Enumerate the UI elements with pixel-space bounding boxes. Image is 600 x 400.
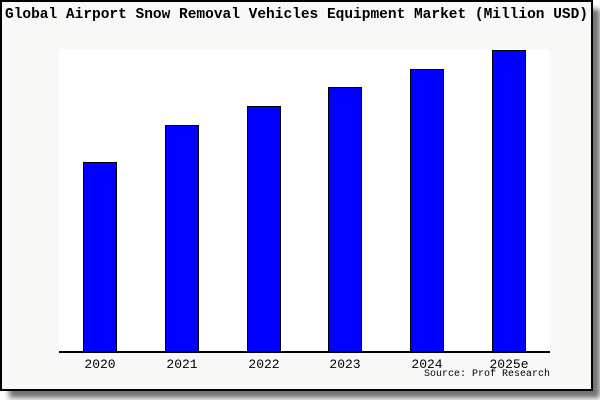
x-tick-label-2024: 2024: [411, 357, 443, 372]
bar-2023: [328, 87, 362, 351]
bar-2024: [410, 69, 444, 351]
chart-frame: Global Airport Snow Removal Vehicles Equ…: [0, 0, 593, 391]
chart-title: Global Airport Snow Removal Vehicles Equ…: [5, 7, 588, 23]
bar-2022: [247, 106, 281, 351]
x-tick-label-2025e: 2025e: [489, 357, 529, 372]
source-text: Source: Prof Research: [423, 369, 550, 380]
x-tick-label-2022: 2022: [248, 357, 280, 372]
x-tick-label-2023: 2023: [329, 357, 361, 372]
bar-2025e: [492, 50, 526, 351]
bar-2021: [165, 125, 199, 351]
plot-area: [59, 49, 550, 353]
x-tick-label-2020: 2020: [84, 357, 116, 372]
bar-2020: [83, 162, 117, 351]
x-tick-label-2021: 2021: [166, 357, 198, 372]
